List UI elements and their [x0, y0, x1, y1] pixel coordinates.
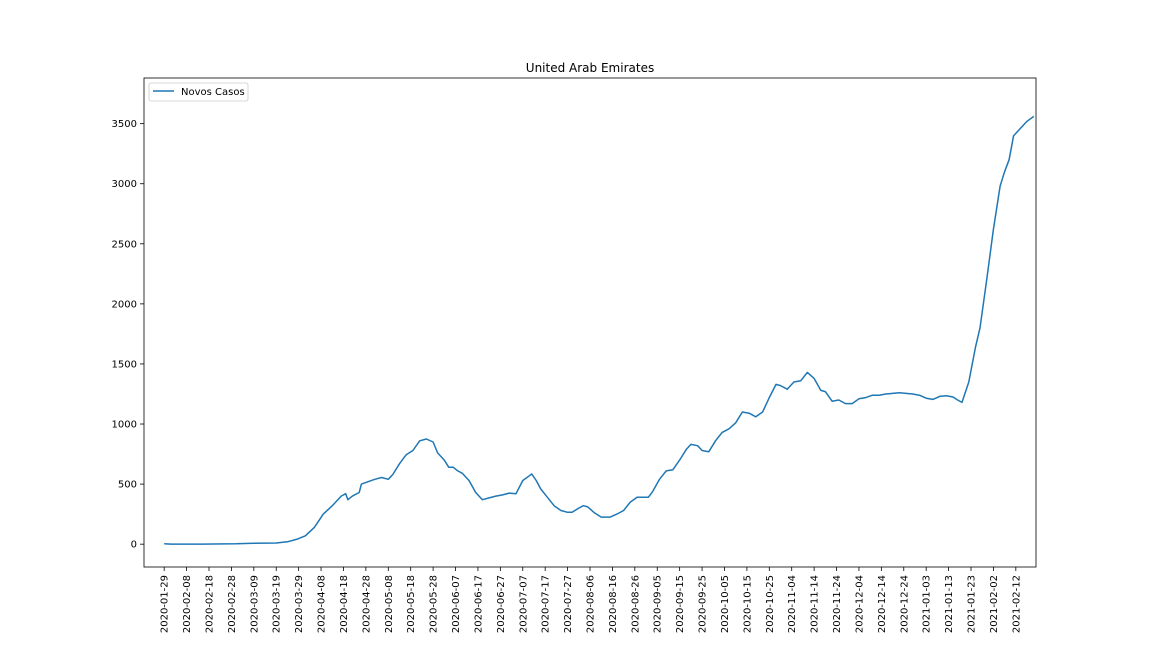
x-tick-label: 2021-01-23 — [967, 575, 978, 633]
y-tick-label: 3500 — [112, 119, 137, 130]
x-tick-label: 2020-10-05 — [720, 575, 731, 633]
y-tick-label: 500 — [118, 480, 137, 491]
y-axis: 0 500 1000 1500 2000 2500 3000 3500 — [112, 119, 144, 551]
x-tick-label: 2020-04-08 — [317, 575, 328, 633]
x-tick-label: 2020-08-26 — [630, 575, 641, 633]
x-tick-label: 2020-06-17 — [473, 575, 484, 633]
x-tick-label: 2020-04-18 — [339, 575, 350, 633]
x-tick-label: 2020-02-28 — [227, 575, 238, 633]
plot-frame — [143, 77, 1037, 568]
x-tick-label: 2020-11-24 — [832, 575, 843, 633]
y-tick-label: 0 — [131, 540, 137, 551]
x-tick-label: 2020-07-27 — [563, 575, 574, 633]
x-tick-label: 2020-03-29 — [294, 575, 305, 633]
y-tick-label: 2000 — [112, 299, 137, 310]
y-tick-label: 2500 — [112, 239, 137, 250]
x-tick-label: 2020-11-14 — [810, 575, 821, 633]
legend-box — [148, 82, 249, 102]
x-tick-label: 2020-05-28 — [429, 575, 440, 633]
x-tick-label: 2020-09-15 — [675, 575, 686, 633]
x-tick-label: 2020-08-06 — [586, 575, 597, 633]
x-tick-label: 2021-02-12 — [1011, 575, 1022, 633]
x-tick-label: 2021-02-02 — [989, 575, 1000, 633]
x-tick-label: 2020-12-04 — [854, 575, 865, 633]
x-tick-label: 2020-05-18 — [406, 575, 417, 633]
x-tick-label: 2020-09-05 — [653, 575, 664, 633]
x-tick-label: 2020-07-17 — [541, 575, 552, 633]
series-line — [164, 115, 1035, 545]
x-tick-label: 2020-11-04 — [787, 575, 798, 633]
legend-label: Novos Casos — [181, 87, 245, 98]
x-tick-label: 2020-06-07 — [451, 575, 462, 633]
x-tick-label: 2020-12-14 — [877, 575, 888, 633]
x-tick-label: 2020-06-27 — [496, 575, 507, 633]
x-tick-label: 2020-02-08 — [182, 575, 193, 633]
x-tick-label: 2021-01-13 — [944, 575, 955, 633]
x-tick-label: 2020-09-25 — [698, 575, 709, 633]
x-tick-label: 2020-08-16 — [608, 575, 619, 633]
x-tick-label: 2020-12-24 — [899, 575, 910, 633]
x-tick-label: 2020-05-08 — [384, 575, 395, 633]
legend: Novos Casos — [148, 82, 249, 102]
x-tick-label: 2020-10-25 — [765, 575, 776, 633]
x-tick-label: 2020-03-09 — [249, 575, 260, 633]
x-tick-label: 2020-04-28 — [361, 575, 372, 633]
x-tick-label: 2021-01-03 — [922, 575, 933, 633]
chart-title: United Arab Emirates — [526, 61, 654, 75]
y-tick-label: 3000 — [112, 179, 137, 190]
y-tick-label: 1000 — [112, 420, 137, 431]
x-tick-label: 2020-07-07 — [518, 575, 529, 633]
x-tick-label: 2020-01-29 — [160, 575, 171, 633]
x-axis: 2020-01-29 2020-02-08 2020-02-18 2020-02-28… — [160, 567, 1022, 633]
series-layer — [164, 115, 1035, 545]
x-tick-label: 2020-03-19 — [272, 575, 283, 633]
x-tick-label: 2020-10-15 — [742, 575, 753, 633]
y-tick-label: 1500 — [112, 359, 137, 370]
x-tick-label: 2020-02-18 — [204, 575, 215, 633]
